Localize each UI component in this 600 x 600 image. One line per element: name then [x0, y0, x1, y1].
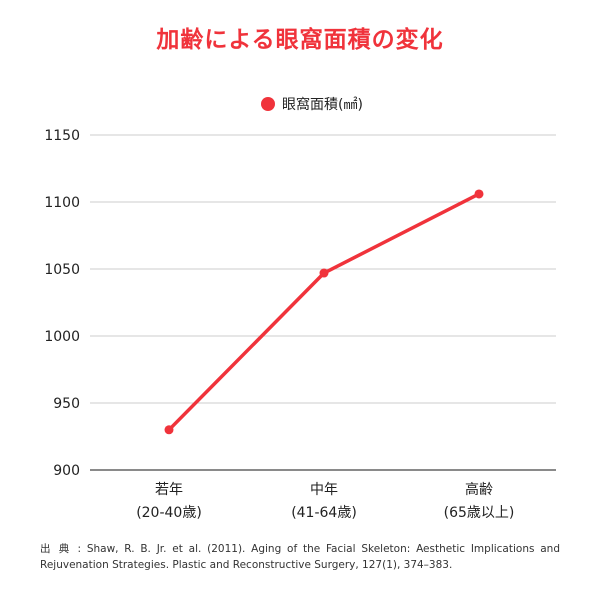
grid	[90, 134, 556, 471]
y-axis-ticks: 900 950 1000 1050 1100 1150	[44, 128, 80, 479]
y-tick-label: 1050	[44, 262, 80, 278]
chart-title: 加齢による眼窩面積の変化	[156, 27, 444, 53]
x-tick-sublabel: (41-64歳)	[291, 505, 357, 521]
data-point	[164, 425, 174, 435]
y-tick-label: 950	[53, 396, 80, 412]
legend-marker	[261, 97, 275, 111]
x-tick-label: 中年	[310, 482, 338, 498]
x-axis-ticks: 若年 (20-40歳) 中年 (41-64歳) 高齢 (65歳以上)	[136, 481, 514, 521]
line-chart: 眼窩面積(㎟) 900 950 1000 1050 1100 1150 若年 (20-40歳…	[44, 96, 556, 521]
series-line	[167, 192, 481, 432]
legend: 眼窩面積(㎟)	[261, 96, 363, 113]
y-tick-label: 1100	[44, 195, 80, 211]
legend-label: 眼窩面積(㎟)	[282, 96, 363, 113]
data-point	[474, 189, 484, 199]
x-tick-label: 若年	[155, 482, 183, 498]
x-tick-label: 高齢	[465, 481, 493, 498]
x-tick-sublabel: (20-40歳)	[136, 505, 202, 521]
source-note: 出 典 : Shaw, R. B. Jr. et al. (2011). Agi…	[40, 543, 560, 571]
y-tick-label: 1150	[44, 128, 80, 144]
y-tick-label: 1000	[44, 329, 80, 345]
y-tick-label: 900	[53, 463, 80, 479]
series-group	[164, 189, 484, 435]
x-tick-sublabel: (65歳以上)	[444, 505, 515, 521]
data-point	[319, 268, 329, 278]
